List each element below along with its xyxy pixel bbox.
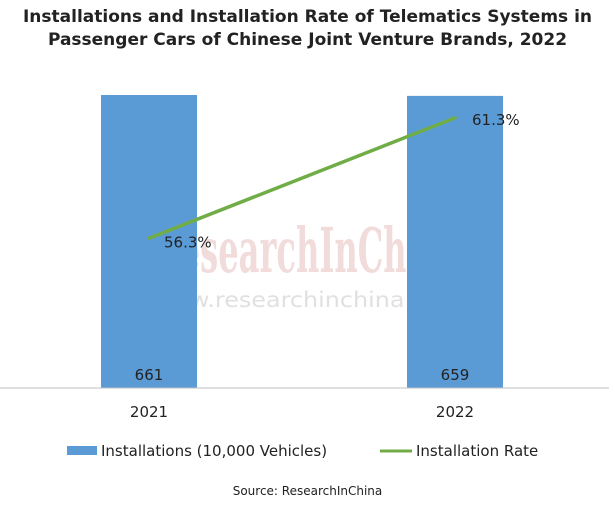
legend-label-installations: Installations (10,000 Vehicles) — [101, 442, 327, 460]
bar-value-label-2021: 661 — [135, 366, 164, 384]
x-tick-label-2021: 2021 — [130, 403, 168, 421]
chart-title-line-2: Passenger Cars of Chinese Joint Venture … — [47, 30, 568, 50]
bar-value-label-2022: 659 — [441, 366, 470, 384]
rate-value-label-2022: 61.3% — [472, 111, 520, 129]
bar-2021 — [101, 95, 197, 388]
x-tick-label-2022: 2022 — [436, 403, 474, 421]
legend-swatch-installations — [67, 446, 97, 455]
chart-title-line-1: Installations and Installation Rate of T… — [22, 7, 593, 27]
labels-layer: 661 659 56.3% 61.3% — [135, 111, 520, 384]
rate-value-label-2021: 56.3% — [164, 233, 212, 251]
bars-layer — [101, 95, 503, 388]
x-tick-labels: 2021 2022 — [130, 403, 474, 421]
legend-label-rate: Installation Rate — [416, 442, 538, 460]
legend: Installations (10,000 Vehicles) Installa… — [67, 442, 538, 460]
rate-line — [147, 116, 457, 241]
source-note: Source: ResearchInChina — [232, 484, 383, 498]
chart-title: Installations and Installation Rate of T… — [0, 6, 615, 52]
bar-2022 — [407, 95, 503, 388]
rate-line-layer — [147, 116, 457, 241]
